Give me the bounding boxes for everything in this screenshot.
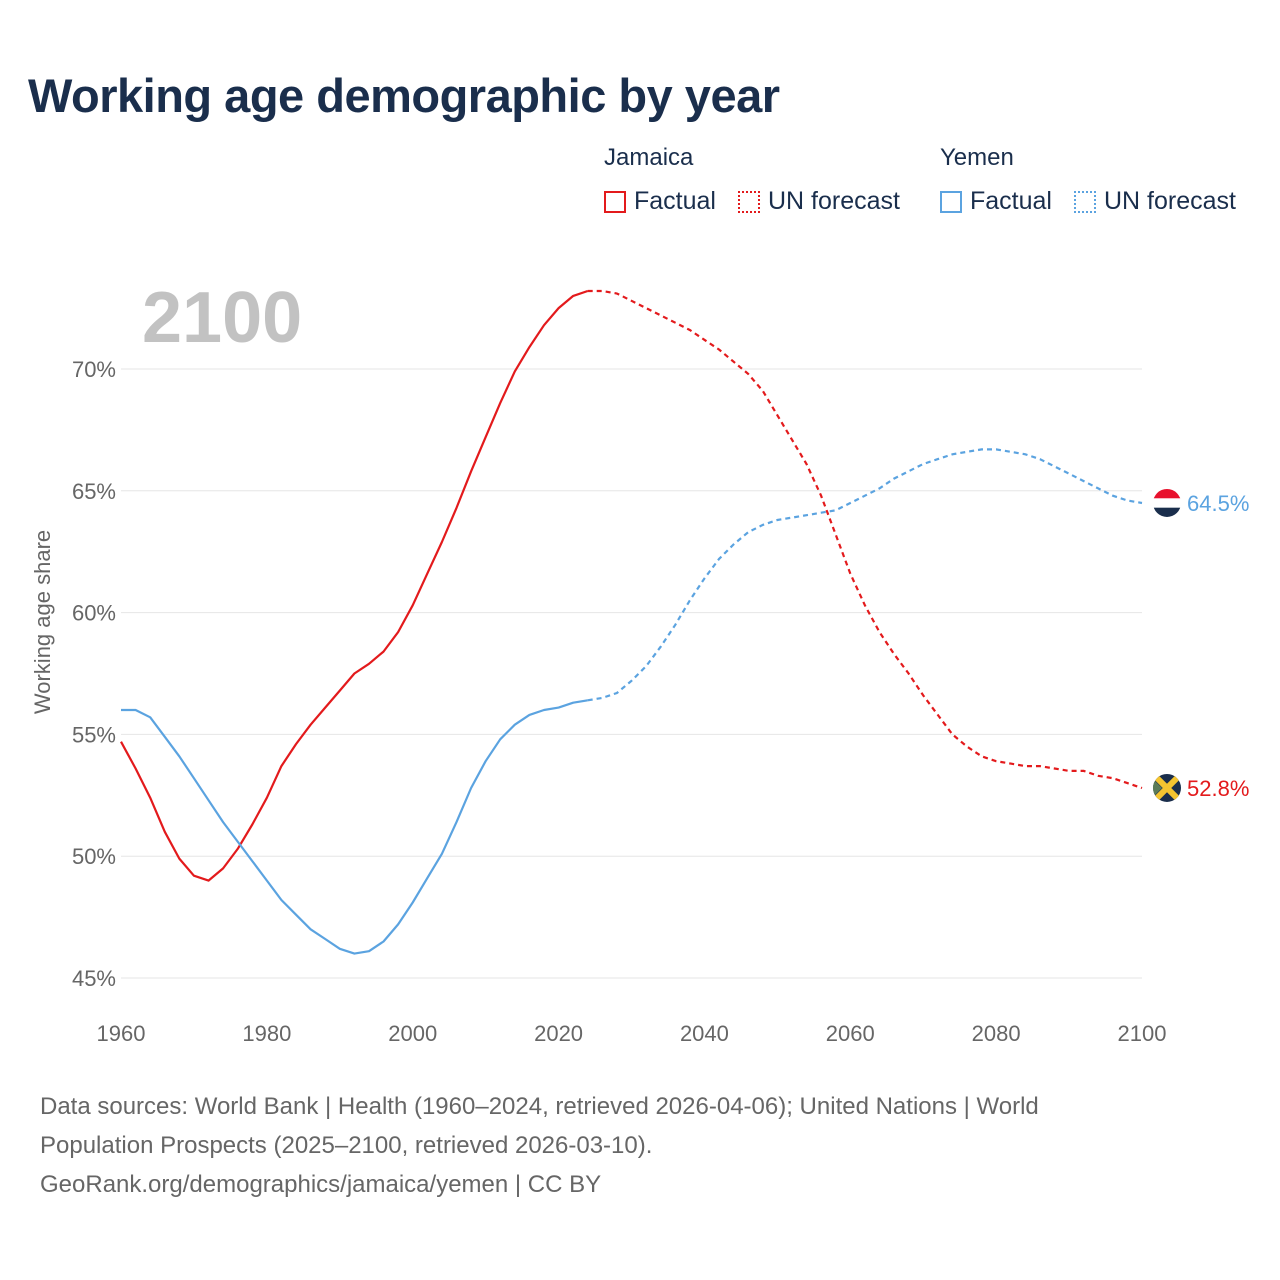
x-tick-2000: 2000	[388, 1021, 437, 1046]
y-tick-65: 65%	[72, 479, 116, 504]
series-yemen-forecast[interactable]	[587, 448, 1143, 702]
year-watermark: 2100	[142, 278, 302, 358]
legend-swatch-yemen-forecast	[1074, 191, 1096, 213]
x-tick-2040: 2040	[680, 1021, 729, 1046]
x-tick-2080: 2080	[972, 1021, 1021, 1046]
y-tick-70: 70%	[72, 357, 116, 382]
flag-jamaica-icon	[1153, 773, 1181, 802]
grid-lines	[121, 368, 1142, 979]
legend-swatch-yemen-factual	[940, 191, 962, 213]
end-label-jamaica: 52.8%	[1187, 776, 1249, 801]
x-tick-1980: 1980	[242, 1021, 291, 1046]
legend-label-jamaica-factual: Factual	[634, 187, 716, 215]
x-tick-2100: 2100	[1118, 1021, 1167, 1046]
y-tick-60: 60%	[72, 601, 116, 626]
x-tick-2020: 2020	[534, 1021, 583, 1046]
legend-yemen-factual[interactable]: Factual	[940, 186, 1052, 216]
legend-group-yemen: Yemen	[940, 144, 1014, 171]
chart-title: Working age demographic by year	[28, 69, 780, 122]
flag-yemen-icon	[1153, 488, 1181, 517]
legend-yemen-forecast[interactable]: UN forecast	[1074, 186, 1236, 216]
legend-swatch-jamaica-factual	[604, 191, 626, 213]
x-tick-2060: 2060	[826, 1021, 875, 1046]
legend-jamaica-factual[interactable]: Factual	[604, 186, 716, 216]
end-label-yemen: 64.5%	[1187, 491, 1249, 516]
x-axis-ticks: 1960 1980 2000 2020 2040 2060 2080 2100	[97, 1021, 1167, 1046]
x-tick-1960: 1960	[97, 1021, 146, 1046]
footer-source-line-2: Population Prospects (2025–2100, retriev…	[40, 1132, 653, 1159]
legend-label-yemen-factual: Factual	[970, 187, 1052, 215]
legend-label-yemen-forecast: UN forecast	[1104, 187, 1236, 215]
legend-swatch-jamaica-forecast	[738, 191, 760, 213]
y-tick-55: 55%	[72, 722, 116, 747]
y-tick-45: 45%	[72, 966, 116, 991]
footer: Data sources: World Bank | Health (1960–…	[40, 1087, 1240, 1204]
y-axis-ticks: 45% 50% 55% 60% 65% 70%	[72, 357, 116, 991]
legend-group-jamaica: Jamaica	[604, 144, 694, 171]
y-axis-label: Working age share	[30, 530, 55, 714]
end-markers: 52.8% 64.5%	[1153, 488, 1249, 802]
legend-jamaica-forecast[interactable]: UN forecast	[738, 186, 900, 216]
footer-source-line-1: Data sources: World Bank | Health (1960–…	[40, 1093, 1039, 1120]
y-tick-50: 50%	[72, 844, 116, 869]
series-jamaica-forecast[interactable]	[587, 289, 1143, 790]
series-yemen-factual[interactable]	[121, 699, 588, 955]
legend-label-jamaica-forecast: UN forecast	[768, 187, 900, 215]
series-lines	[120, 289, 1143, 955]
line-chart: 45% 50% 55% 60% 65% 70% 1960 1980 2000 2020 2040 2…	[30, 278, 1249, 1046]
footer-credit-link[interactable]: GeoRank.org/demographics/jamaica/yemen |…	[40, 1171, 602, 1198]
series-jamaica-factual[interactable]	[120, 289, 589, 882]
